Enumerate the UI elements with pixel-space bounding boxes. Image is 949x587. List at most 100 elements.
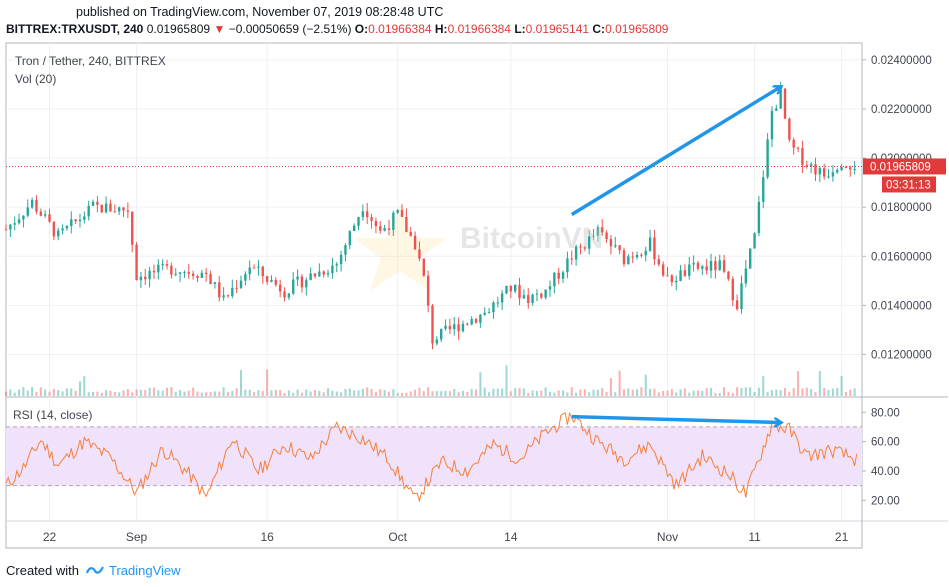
- volume-bar: [579, 389, 582, 396]
- candle-body: [853, 168, 856, 170]
- candle-body: [274, 279, 278, 285]
- volume-bar: [274, 389, 277, 396]
- candle-body: [709, 261, 713, 271]
- candle-body: [692, 262, 695, 265]
- volume-bar: [353, 390, 356, 396]
- candle-body: [640, 254, 643, 256]
- candle-body: [213, 282, 217, 284]
- volume-bar: [675, 392, 678, 396]
- volume-bar: [531, 390, 534, 396]
- candle-body: [822, 168, 826, 177]
- volume-bar: [157, 390, 160, 396]
- volume-bar: [840, 375, 843, 396]
- candle-body: [531, 294, 534, 303]
- volume-bar: [640, 387, 643, 396]
- volume-bar: [270, 390, 273, 396]
- candle-body: [731, 279, 734, 301]
- time-tick-label: Sep: [126, 530, 148, 544]
- candle-body: [43, 214, 47, 216]
- volume-bar: [592, 389, 595, 396]
- candle-body: [679, 270, 682, 281]
- volume-bar: [366, 387, 369, 396]
- volume-bar: [461, 390, 464, 396]
- candle-body: [65, 225, 69, 229]
- candle-body: [335, 264, 338, 266]
- candle-body: [609, 239, 613, 247]
- footer-brand-label[interactable]: TradingView: [109, 563, 181, 578]
- candle-body: [840, 167, 843, 171]
- volume-bar: [387, 391, 390, 396]
- candle-body: [766, 139, 769, 178]
- candle-body: [170, 265, 173, 275]
- rsi-divergence-arrow: [571, 414, 781, 423]
- candle-body: [87, 205, 90, 217]
- volume-bar: [83, 376, 86, 396]
- candle-body: [505, 285, 508, 294]
- last-price: 0.01965809: [146, 22, 211, 36]
- candle-body: [191, 273, 195, 276]
- candle-body: [670, 275, 674, 283]
- volume-bar: [118, 392, 121, 396]
- footer-created-label: Created with: [6, 563, 79, 578]
- countdown-badge: [882, 176, 936, 193]
- volume-bar: [505, 365, 508, 396]
- candle-body: [470, 319, 473, 325]
- volume-bar: [379, 389, 382, 396]
- candle-body: [426, 275, 430, 306]
- candle-body: [144, 276, 147, 280]
- volume-bar: [670, 389, 673, 396]
- candle-body: [418, 249, 421, 259]
- volume-bar: [226, 392, 229, 396]
- high-value: 0.01966384: [447, 22, 511, 36]
- candle-body: [313, 273, 317, 277]
- volume-bar: [575, 392, 578, 396]
- candle-body: [117, 207, 121, 212]
- price-tick-label: 0.02200000: [871, 104, 932, 116]
- candle-body: [196, 275, 199, 278]
- volume-bar: [814, 392, 817, 396]
- candle-body: [440, 328, 443, 340]
- down-triangle-icon: ▼: [213, 22, 226, 36]
- candle-body: [222, 295, 225, 298]
- volume-bar: [392, 389, 395, 396]
- volume-bar: [309, 391, 312, 396]
- volume-bar: [200, 392, 203, 396]
- volume-bar: [779, 390, 782, 396]
- volume-bar: [570, 387, 573, 396]
- volume-bar: [479, 372, 482, 396]
- candle-body: [644, 250, 647, 256]
- volume-bar: [527, 392, 530, 396]
- candle-body: [635, 254, 639, 258]
- volume-bar: [422, 391, 425, 396]
- candle-body: [566, 258, 569, 273]
- volume-bar: [135, 389, 138, 396]
- candle-body: [487, 312, 491, 314]
- volume-bar: [444, 390, 447, 396]
- volume-bar: [692, 390, 695, 396]
- volume-bar: [292, 392, 295, 396]
- volume-bar: [57, 390, 60, 396]
- volume-bar: [70, 388, 73, 396]
- candle-body: [518, 285, 521, 299]
- volume-bar: [740, 387, 743, 396]
- volume-bar: [266, 369, 269, 396]
- volume-bar: [279, 390, 282, 396]
- candle-body: [265, 276, 269, 282]
- volume-bar: [96, 391, 99, 396]
- candle-body: [570, 258, 573, 260]
- volume-bar: [44, 389, 47, 396]
- candle-body: [361, 211, 365, 217]
- volume-bar: [166, 387, 169, 396]
- candle-body: [83, 216, 86, 220]
- candle-body: [348, 231, 352, 246]
- volume-bar: [727, 392, 730, 396]
- candle-body: [318, 271, 321, 277]
- candle-body: [9, 224, 12, 230]
- candle-body: [618, 245, 621, 251]
- rsi-legend: RSI (14, close): [13, 408, 93, 422]
- volume-bar: [553, 392, 556, 396]
- candle-body: [331, 265, 334, 274]
- volume-bar: [657, 392, 660, 396]
- candle-body: [366, 211, 369, 218]
